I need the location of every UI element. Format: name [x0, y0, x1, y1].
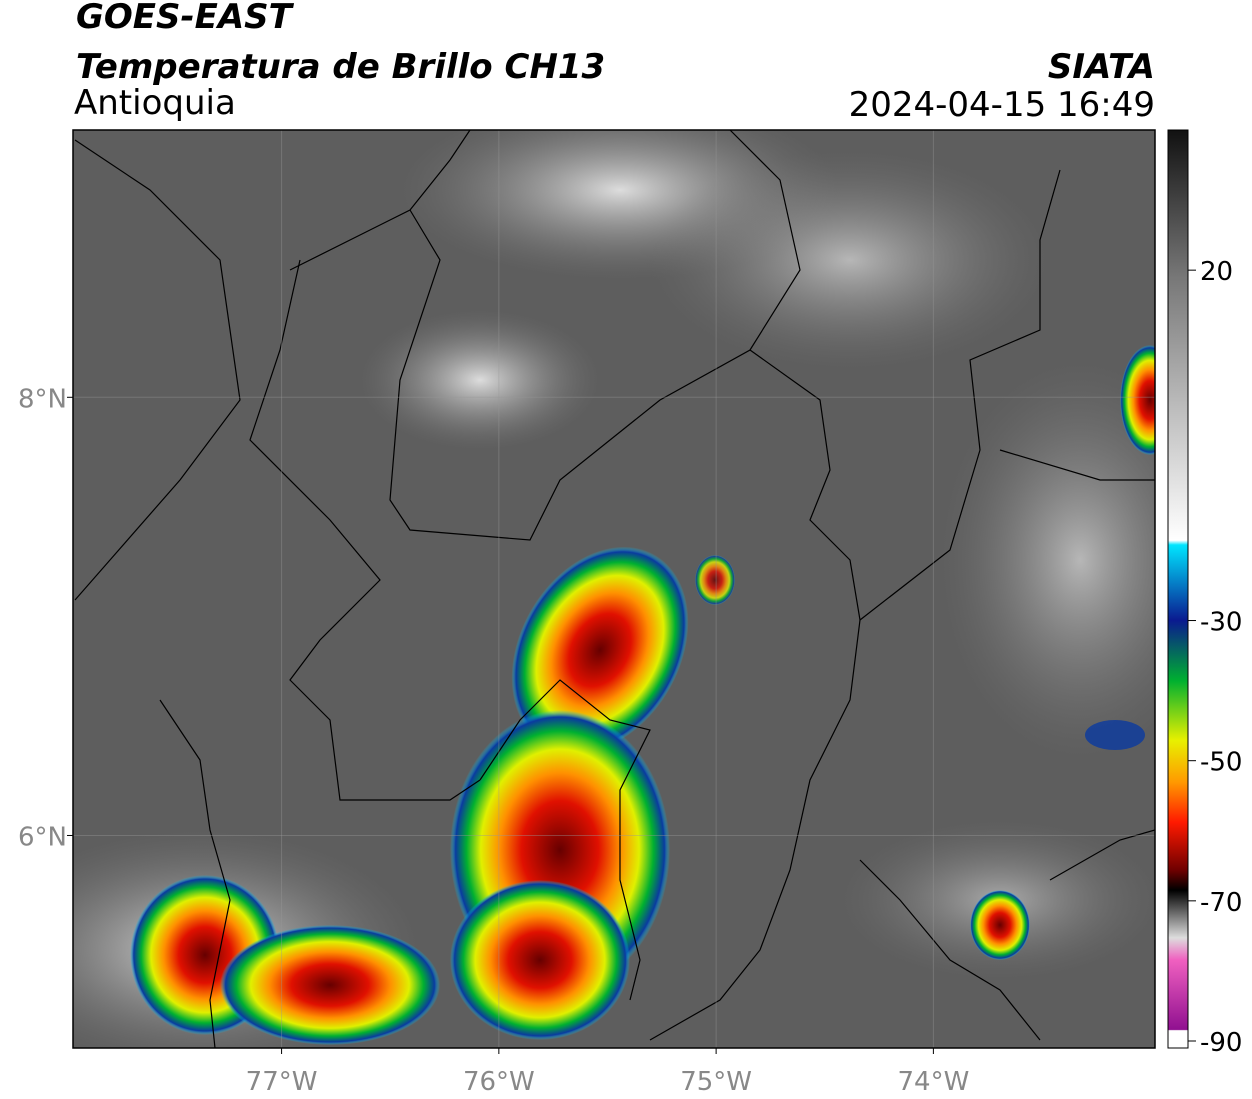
map-image [73, 130, 1155, 1048]
graticule [73, 130, 1155, 1048]
title: GOES-EAST [76, 0, 295, 37]
map-frame [72, 129, 1156, 1049]
colorbar-label: -70 [1200, 888, 1242, 918]
colorbar-label: 20 [1200, 257, 1233, 287]
x-tick-label: 75°W [680, 1067, 752, 1097]
x-tick-label: 77°W [246, 1067, 318, 1097]
colorbar-label: -50 [1200, 748, 1242, 778]
x-tick-label: 76°W [463, 1067, 535, 1097]
colorbar [1167, 129, 1189, 1049]
colorbar-label: -30 [1200, 608, 1242, 638]
datetime: 2024-04-15 16:49 [849, 85, 1155, 125]
source: SIATA [1048, 47, 1155, 87]
region: Antioquia [74, 83, 236, 123]
colorbar-label: -90 [1200, 1028, 1242, 1058]
subtitle: Temperatura de Brillo CH13 [76, 47, 605, 87]
x-tick-label: 74°W [897, 1067, 969, 1097]
y-tick-label: 6°N [18, 822, 67, 852]
y-tick-label: 8°N [18, 384, 67, 414]
